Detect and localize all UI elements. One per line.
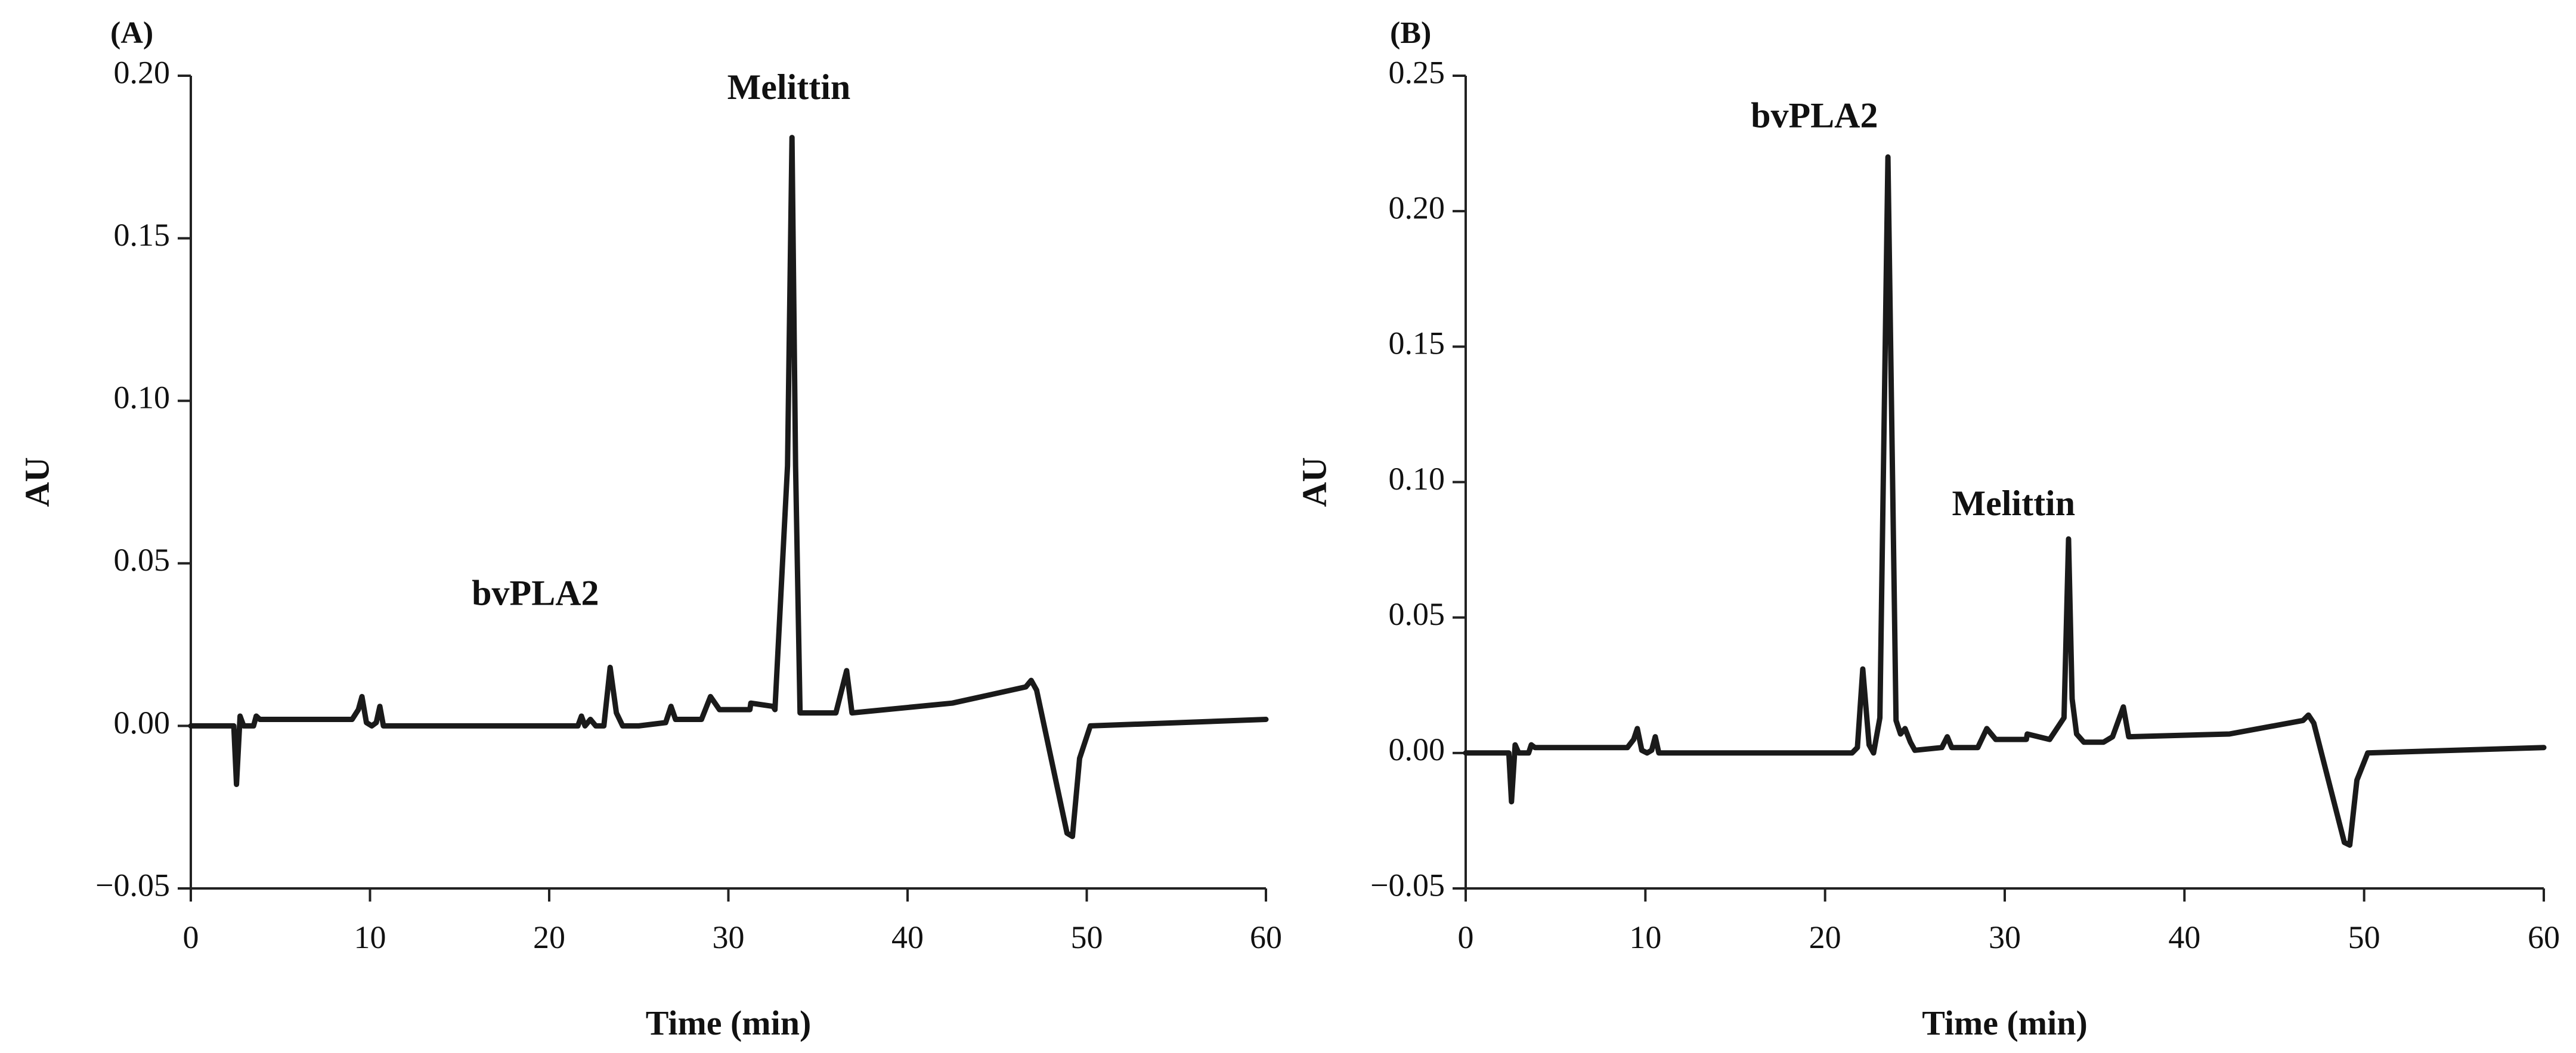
chart-1-x-tick-label: 20: [1809, 919, 1841, 955]
chart-0-x-tick-label: 30: [713, 919, 745, 955]
chart-1-y-tick-label: 0.05: [1389, 596, 1445, 632]
chart-0-y-tick-label: 0.05: [114, 542, 171, 578]
chart-1-annotation-0: bvPLA2: [1751, 95, 1878, 135]
chart-0-x-tick-label: 10: [354, 919, 386, 955]
chart-1-x-tick-label: 10: [1629, 919, 1661, 955]
chart-0-annotation-0: Melittin: [727, 67, 851, 107]
chart-0-x-tick-label: 40: [891, 919, 924, 955]
chart-1-x-tick-label: 30: [1989, 919, 2021, 955]
chart-1-x-axis-title: Time (min): [1922, 1004, 2088, 1042]
chart-0-annotation-1: bvPLA2: [472, 574, 599, 613]
chart-0-x-tick-label: 60: [1250, 919, 1282, 955]
chart-1-y-tick-label: 0.20: [1389, 190, 1445, 226]
chart-1-panel-label: (B): [1390, 16, 1431, 50]
chart-1-y-tick-label: 0.15: [1389, 326, 1445, 361]
chart-1-y-tick-label: 0.10: [1389, 461, 1445, 497]
chart-0-y-tick-label: 0.00: [114, 705, 171, 741]
chart-0-y-tick-label: 0.15: [114, 217, 171, 253]
chart-1-x-tick-label: 40: [2168, 919, 2200, 955]
chart-0-x-tick-label: 20: [533, 919, 565, 955]
chart-1-x-tick-label: 60: [2528, 919, 2560, 955]
chart-1-y-axis-title: AU: [1295, 457, 1333, 507]
chart-0-y-axis-title: AU: [17, 457, 56, 507]
chart-0-x-axis-title: Time (min): [646, 1004, 812, 1042]
chart-1-x-tick-label: 50: [2348, 919, 2380, 955]
chart-0-x-tick-label: 50: [1071, 919, 1103, 955]
chart-1-x-tick-label: 0: [1458, 919, 1474, 955]
chart-1-y-tick-label: 0.25: [1389, 54, 1445, 90]
chart-0-x-tick-label: 0: [183, 919, 199, 955]
chart-0-y-tick-label: 0.20: [114, 54, 171, 90]
chart-1-y-tick-label: −0.05: [1370, 867, 1445, 903]
chart-1-annotation-1: Melittin: [1952, 484, 2075, 523]
chart-0-y-tick-label: 0.10: [114, 380, 171, 416]
chart-0-y-tick-label: −0.05: [95, 867, 170, 903]
chart-1-series-0-line: [1463, 154, 2547, 848]
chart-0-panel-label: (A): [110, 16, 153, 50]
chart-0-series-0-line: [188, 135, 1269, 840]
chart-1-y-tick-label: 0.00: [1389, 732, 1445, 767]
